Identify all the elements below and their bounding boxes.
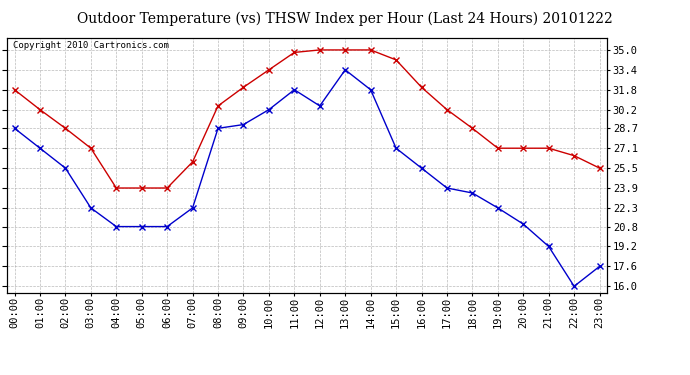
- Text: Copyright 2010 Cartronics.com: Copyright 2010 Cartronics.com: [13, 41, 169, 50]
- Text: Outdoor Temperature (vs) THSW Index per Hour (Last 24 Hours) 20101222: Outdoor Temperature (vs) THSW Index per …: [77, 11, 613, 26]
